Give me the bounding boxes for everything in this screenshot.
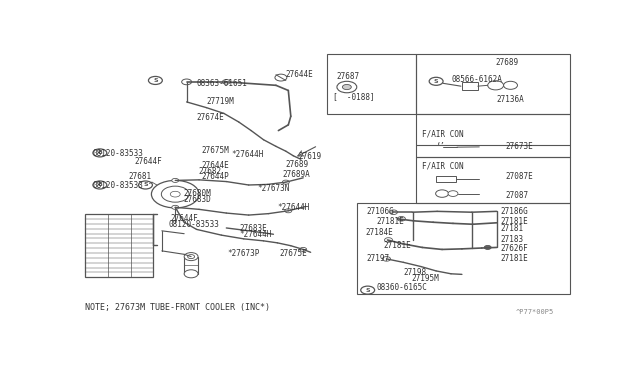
Text: 27181E: 27181E bbox=[383, 241, 412, 250]
Circle shape bbox=[337, 81, 356, 93]
Circle shape bbox=[300, 247, 307, 251]
Text: 27689: 27689 bbox=[495, 58, 519, 67]
Text: 27184E: 27184E bbox=[365, 228, 393, 237]
Text: 27674E: 27674E bbox=[196, 113, 224, 122]
Circle shape bbox=[152, 180, 199, 208]
Bar bbox=[416, 157, 570, 203]
Bar bbox=[327, 54, 416, 114]
Text: S: S bbox=[365, 288, 370, 293]
Text: 27682: 27682 bbox=[198, 167, 221, 176]
Text: 27181E: 27181E bbox=[500, 254, 529, 263]
Bar bbox=[436, 176, 456, 182]
Text: *27644H: *27644H bbox=[240, 230, 272, 239]
Text: 27186G: 27186G bbox=[500, 207, 529, 216]
Circle shape bbox=[361, 286, 374, 294]
Circle shape bbox=[184, 253, 198, 261]
Circle shape bbox=[484, 246, 491, 250]
Text: 08120-83533: 08120-83533 bbox=[92, 149, 143, 158]
Circle shape bbox=[504, 81, 518, 89]
Text: F/AIR CON: F/AIR CON bbox=[422, 129, 464, 138]
Text: 27183: 27183 bbox=[500, 235, 524, 244]
Circle shape bbox=[184, 270, 198, 278]
Text: 27644F: 27644F bbox=[134, 157, 163, 166]
Text: 27683D: 27683D bbox=[183, 195, 211, 204]
Bar bbox=[85, 214, 154, 277]
Text: 08566-6162A: 08566-6162A bbox=[451, 75, 502, 84]
Text: B: B bbox=[97, 150, 102, 155]
Circle shape bbox=[182, 79, 191, 85]
Circle shape bbox=[222, 80, 230, 84]
Text: 27619: 27619 bbox=[298, 152, 321, 161]
Circle shape bbox=[383, 257, 390, 261]
Circle shape bbox=[488, 81, 504, 90]
Text: 08360-6165C: 08360-6165C bbox=[376, 283, 428, 292]
Text: 27644E: 27644E bbox=[202, 161, 229, 170]
Circle shape bbox=[385, 238, 392, 242]
Text: 27680M: 27680M bbox=[183, 189, 211, 198]
Text: 27198: 27198 bbox=[403, 269, 426, 278]
Text: ‘’: ‘’ bbox=[437, 141, 444, 151]
Circle shape bbox=[342, 84, 351, 90]
Text: 27644E: 27644E bbox=[286, 70, 314, 79]
Text: 08120-83533: 08120-83533 bbox=[92, 181, 143, 190]
Text: 27675M: 27675M bbox=[202, 146, 229, 155]
Circle shape bbox=[390, 210, 397, 215]
Text: 27675E: 27675E bbox=[280, 249, 307, 258]
Circle shape bbox=[282, 180, 289, 184]
Bar bbox=[416, 114, 570, 157]
Text: 27181E: 27181E bbox=[500, 217, 529, 226]
Text: S: S bbox=[153, 78, 157, 83]
Text: 27683E: 27683E bbox=[240, 224, 268, 233]
Text: 27136A: 27136A bbox=[497, 95, 524, 104]
Circle shape bbox=[448, 191, 458, 196]
Circle shape bbox=[285, 209, 292, 213]
Circle shape bbox=[170, 191, 180, 197]
Text: F/AIR CON: F/AIR CON bbox=[422, 161, 464, 170]
Text: 27197: 27197 bbox=[367, 254, 390, 263]
Circle shape bbox=[172, 205, 179, 209]
Circle shape bbox=[188, 254, 195, 259]
Text: 27181E: 27181E bbox=[376, 217, 404, 226]
Text: 27689: 27689 bbox=[286, 160, 309, 169]
Text: ^P77*00P5: ^P77*00P5 bbox=[515, 309, 554, 315]
Text: 27689A: 27689A bbox=[282, 170, 310, 179]
Text: *27644H: *27644H bbox=[277, 203, 310, 212]
Circle shape bbox=[275, 74, 287, 81]
Text: 27673E: 27673E bbox=[506, 142, 533, 151]
Text: 27087E: 27087E bbox=[506, 173, 533, 182]
Circle shape bbox=[93, 181, 107, 189]
Text: 27644P: 27644P bbox=[202, 173, 229, 182]
Text: 27626F: 27626F bbox=[500, 244, 529, 253]
Circle shape bbox=[138, 181, 152, 189]
Text: 27181: 27181 bbox=[500, 224, 524, 233]
Text: *27673N: *27673N bbox=[257, 184, 290, 193]
Text: 27087: 27087 bbox=[506, 191, 529, 200]
Text: S: S bbox=[143, 183, 148, 187]
Text: 27106G: 27106G bbox=[367, 207, 394, 216]
Text: *27644H: *27644H bbox=[231, 150, 264, 158]
Text: *27673P: *27673P bbox=[228, 249, 260, 258]
Circle shape bbox=[93, 149, 107, 157]
Text: 27719M: 27719M bbox=[207, 97, 234, 106]
Circle shape bbox=[436, 190, 449, 197]
Bar bbox=[184, 257, 198, 274]
Text: 08120-83533: 08120-83533 bbox=[168, 220, 219, 229]
Text: NOTE; 27673M TUBE-FRONT COOLER (INC*): NOTE; 27673M TUBE-FRONT COOLER (INC*) bbox=[85, 303, 270, 312]
Circle shape bbox=[148, 76, 163, 84]
Text: [  -0188]: [ -0188] bbox=[333, 92, 374, 101]
Bar bbox=[356, 203, 570, 294]
Bar bbox=[416, 54, 570, 114]
Circle shape bbox=[172, 179, 179, 182]
Text: B: B bbox=[97, 183, 102, 187]
Text: 27195M: 27195M bbox=[412, 274, 439, 283]
Bar bbox=[462, 83, 478, 90]
Circle shape bbox=[161, 186, 189, 202]
Text: 27644F: 27644F bbox=[170, 214, 198, 223]
Text: 27687: 27687 bbox=[337, 72, 360, 81]
Text: S: S bbox=[434, 79, 438, 84]
Text: 08363-61651: 08363-61651 bbox=[196, 79, 248, 88]
Text: 27681: 27681 bbox=[129, 173, 152, 182]
Circle shape bbox=[397, 217, 405, 221]
Circle shape bbox=[429, 77, 443, 85]
